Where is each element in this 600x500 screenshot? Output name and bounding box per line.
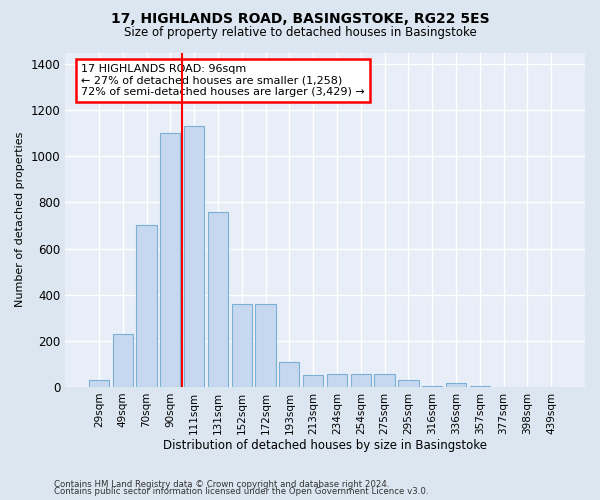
Text: Size of property relative to detached houses in Basingstoke: Size of property relative to detached ho…: [124, 26, 476, 39]
Text: 17, HIGHLANDS ROAD, BASINGSTOKE, RG22 5ES: 17, HIGHLANDS ROAD, BASINGSTOKE, RG22 5E…: [110, 12, 490, 26]
Bar: [136, 226, 157, 387]
Bar: [232, 304, 252, 387]
Bar: [208, 212, 228, 387]
Bar: [327, 374, 347, 387]
Y-axis label: Number of detached properties: Number of detached properties: [15, 132, 25, 308]
Bar: [350, 374, 371, 387]
X-axis label: Distribution of detached houses by size in Basingstoke: Distribution of detached houses by size …: [163, 440, 487, 452]
Bar: [374, 374, 395, 387]
Bar: [89, 380, 109, 387]
Bar: [446, 383, 466, 387]
Bar: [422, 386, 442, 387]
Bar: [113, 334, 133, 387]
Text: Contains public sector information licensed under the Open Government Licence v3: Contains public sector information licen…: [54, 488, 428, 496]
Bar: [184, 126, 204, 387]
Bar: [279, 362, 299, 387]
Bar: [303, 376, 323, 387]
Text: 17 HIGHLANDS ROAD: 96sqm
← 27% of detached houses are smaller (1,258)
72% of sem: 17 HIGHLANDS ROAD: 96sqm ← 27% of detach…: [81, 64, 365, 98]
Bar: [398, 380, 419, 387]
Bar: [160, 133, 181, 387]
Text: Contains HM Land Registry data © Crown copyright and database right 2024.: Contains HM Land Registry data © Crown c…: [54, 480, 389, 489]
Bar: [256, 304, 275, 387]
